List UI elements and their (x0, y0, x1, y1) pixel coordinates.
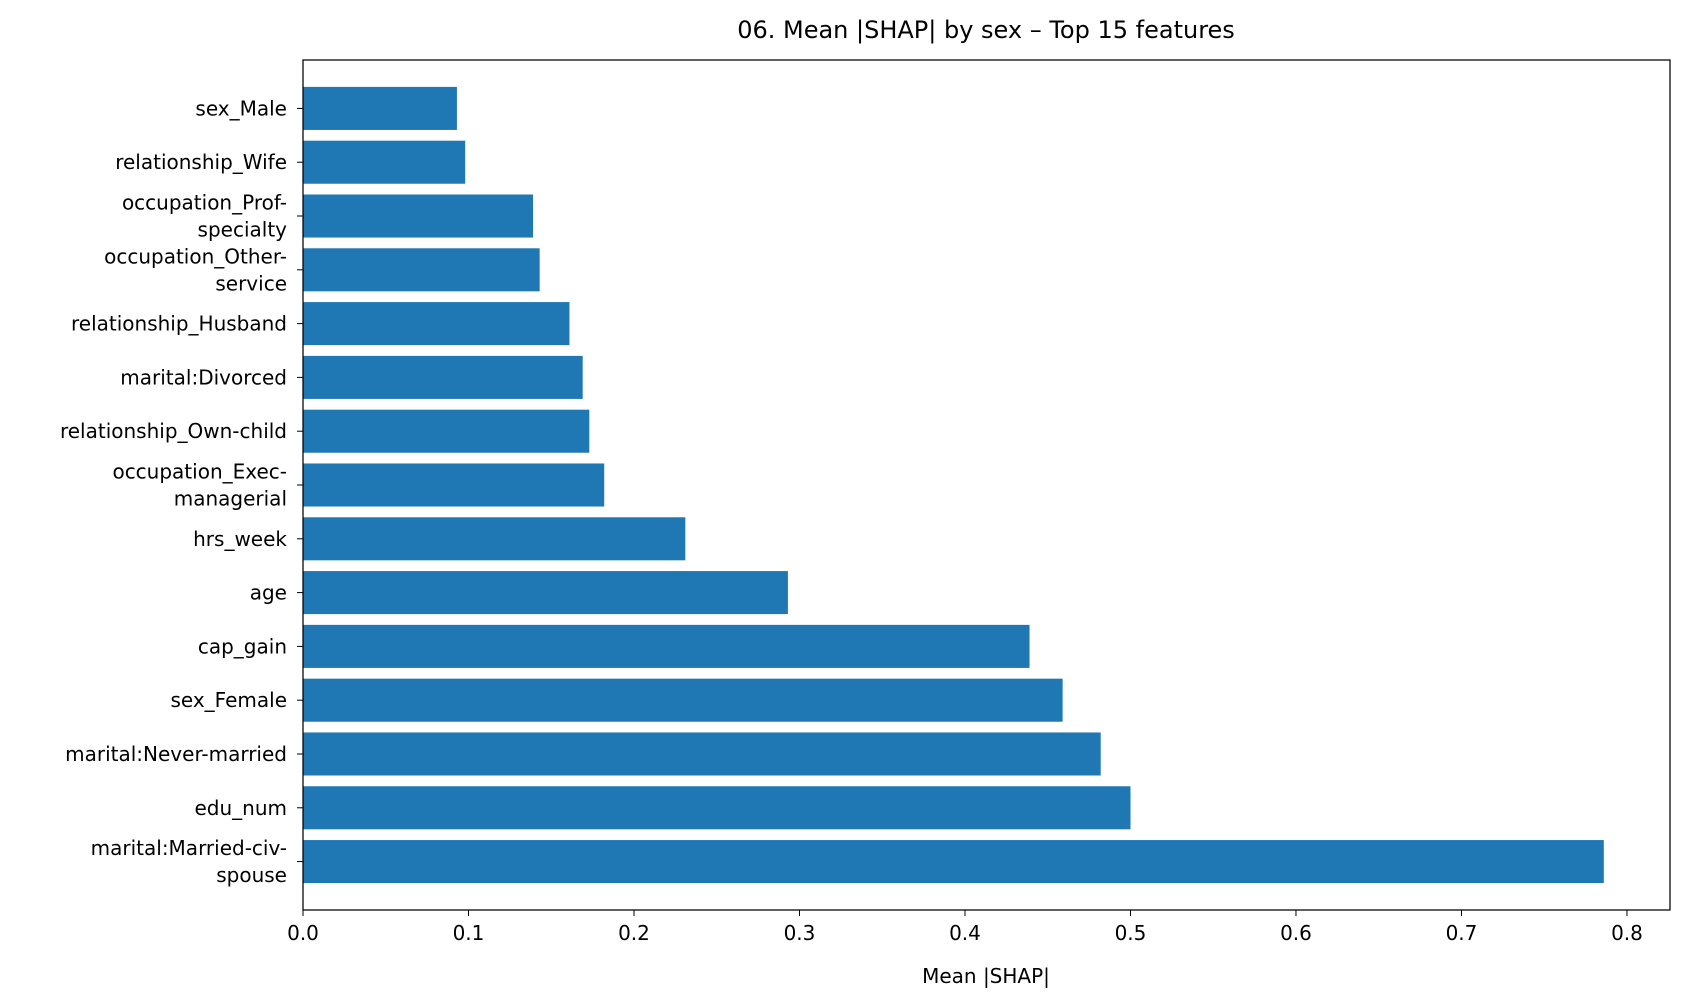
y-tick-label: hrs_week (193, 527, 287, 551)
y-tick-label: marital:Never-married (65, 742, 287, 766)
bar-relationship-wife (303, 140, 466, 184)
x-tick-label: 0.7 (1446, 921, 1478, 945)
bar-relationship-own-child (303, 409, 590, 453)
x-tick-label: 0.8 (1611, 921, 1643, 945)
bar-edu-num (303, 786, 1131, 830)
y-tick-label: marital:Divorced (120, 365, 287, 389)
bar-marital-never-married (303, 732, 1101, 776)
bar-occupation-exec-managerial (303, 463, 605, 507)
y-tick-label: age (250, 581, 287, 605)
x-axis-label: Mean |SHAP| (922, 964, 1050, 988)
bar-occupation-prof-specialty (303, 194, 534, 238)
x-tick-label: 0.1 (453, 921, 485, 945)
y-tick-label: sex_Male (195, 96, 287, 120)
plot-frame (302, 59, 1671, 911)
x-tick-label: 0.0 (287, 921, 319, 945)
y-tick-label: relationship_Husband (71, 312, 287, 336)
y-tick-label: sex_Female (170, 688, 287, 712)
x-tick-label: 0.3 (784, 921, 816, 945)
y-tick-label: marital:Married-civ-spouse (91, 836, 287, 887)
y-tick-label: edu_num (194, 796, 287, 820)
y-axis-ticks: marital:Married-civ-spouse edu_num marital… (60, 96, 303, 887)
chart-title: 06. Mean |SHAP| by sex – Top 15 features (737, 16, 1235, 44)
x-tick-label: 0.6 (1280, 921, 1312, 945)
bar-cap-gain (303, 624, 1030, 668)
bar-marital-married-civ-spouse (303, 840, 1604, 884)
x-tick-label: 0.2 (618, 921, 650, 945)
y-tick-label: cap_gain (198, 634, 287, 658)
x-tick-label: 0.4 (949, 921, 981, 945)
bars-group (303, 86, 1604, 884)
bar-sex-male (303, 86, 457, 130)
y-tick-label: occupation_Prof-specialty (122, 191, 287, 242)
x-axis-ticks: 0.0 0.1 0.2 0.3 0.4 0.5 0.6 0.7 0.8 (287, 910, 1643, 945)
y-tick-label: relationship_Wife (115, 150, 287, 174)
bar-age (303, 571, 788, 615)
y-tick-label: occupation_Exec-managerial (112, 460, 287, 511)
x-tick-label: 0.5 (1115, 921, 1147, 945)
bar-marital-divorced (303, 355, 583, 399)
y-tick-label: relationship_Own-child (60, 419, 287, 443)
bar-relationship-husband (303, 302, 570, 346)
bar-sex-female (303, 678, 1063, 722)
y-tick-label: occupation_Other-service (104, 244, 287, 295)
bar-hrs-week (303, 517, 686, 561)
bar-occupation-other-service (303, 248, 540, 292)
